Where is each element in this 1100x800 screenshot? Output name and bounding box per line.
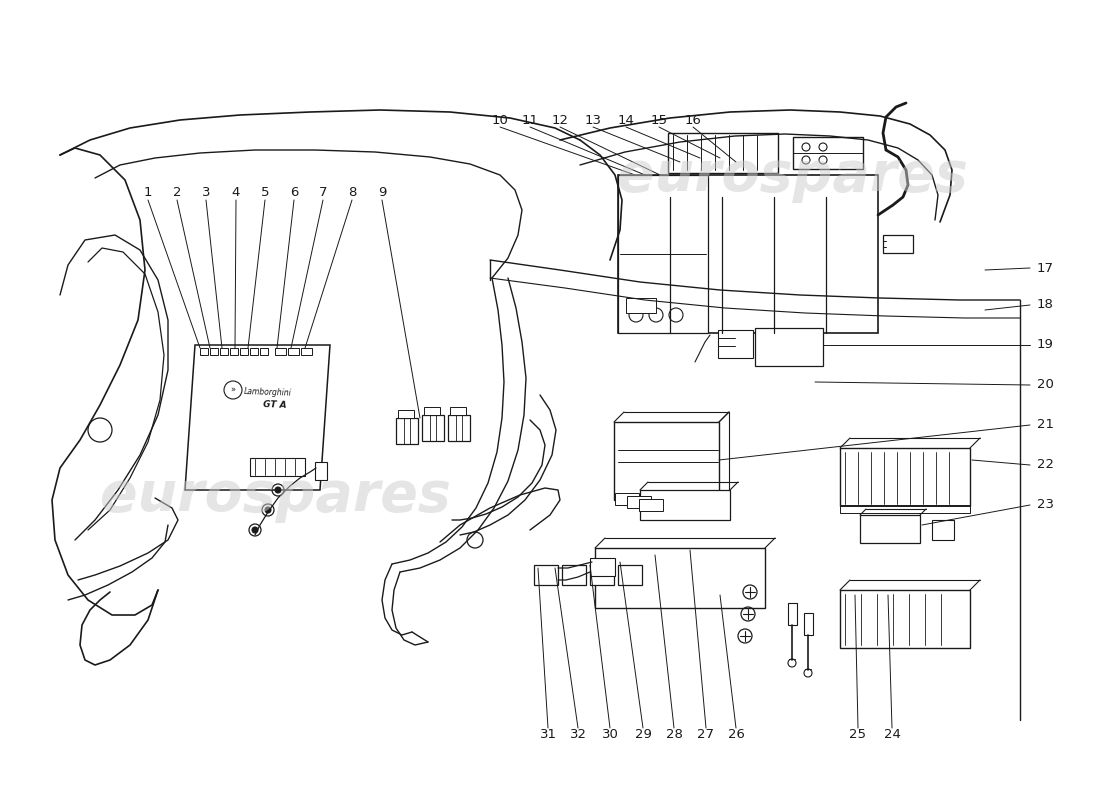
Bar	[618, 565, 642, 585]
Text: »: »	[230, 386, 235, 394]
Bar	[668, 133, 778, 173]
Circle shape	[252, 527, 258, 533]
Bar	[626, 298, 656, 313]
Text: 11: 11	[521, 114, 539, 126]
Text: 32: 32	[570, 729, 586, 742]
Text: 10: 10	[492, 114, 508, 126]
Bar	[590, 565, 614, 585]
Bar	[840, 505, 970, 513]
Bar	[275, 348, 286, 355]
Text: 5: 5	[261, 186, 270, 199]
Text: 8: 8	[348, 186, 356, 199]
Text: 12: 12	[551, 114, 569, 126]
Text: 29: 29	[635, 729, 651, 742]
Text: 20: 20	[1036, 378, 1054, 391]
Bar	[615, 493, 639, 505]
Bar	[590, 558, 615, 576]
Bar	[260, 348, 268, 355]
Bar	[793, 137, 864, 169]
Bar	[595, 548, 764, 608]
Bar	[755, 328, 823, 366]
Text: GT A: GT A	[263, 400, 287, 410]
Polygon shape	[185, 345, 330, 490]
Text: 25: 25	[849, 729, 867, 742]
Bar	[618, 175, 708, 333]
Text: 30: 30	[602, 729, 618, 742]
Bar	[288, 348, 299, 355]
Bar	[614, 422, 719, 500]
Text: 31: 31	[539, 729, 557, 742]
Bar	[883, 235, 913, 253]
Bar	[840, 448, 970, 506]
Bar	[396, 418, 418, 444]
Bar	[230, 348, 238, 355]
Bar	[627, 496, 651, 508]
Bar	[840, 590, 970, 648]
Text: 26: 26	[727, 729, 745, 742]
Text: 14: 14	[617, 114, 635, 126]
Bar	[240, 348, 248, 355]
Text: 1: 1	[144, 186, 152, 199]
Bar	[210, 348, 218, 355]
Text: 7: 7	[319, 186, 328, 199]
Text: 21: 21	[1036, 418, 1054, 431]
Bar	[250, 348, 258, 355]
Bar	[639, 499, 663, 511]
Bar	[804, 613, 813, 635]
Bar	[788, 603, 798, 625]
Text: eurospares: eurospares	[617, 149, 967, 203]
Text: 18: 18	[1036, 298, 1054, 311]
Bar	[534, 565, 558, 585]
Bar	[220, 348, 228, 355]
Text: 2: 2	[173, 186, 182, 199]
Text: 6: 6	[289, 186, 298, 199]
Bar	[200, 348, 208, 355]
Text: 13: 13	[584, 114, 602, 126]
Text: 3: 3	[201, 186, 210, 199]
Bar	[250, 458, 305, 476]
Bar	[860, 515, 920, 543]
Bar	[640, 490, 730, 520]
Text: Lamborghini: Lamborghini	[244, 386, 292, 398]
Bar	[315, 462, 327, 480]
Circle shape	[804, 669, 812, 677]
Bar	[718, 330, 754, 358]
Bar	[398, 410, 414, 418]
Bar	[562, 565, 586, 585]
Bar	[424, 407, 440, 415]
Text: 22: 22	[1036, 458, 1054, 471]
Bar	[301, 348, 312, 355]
Circle shape	[265, 507, 271, 513]
Text: 19: 19	[1036, 338, 1054, 351]
Text: 9: 9	[377, 186, 386, 199]
Bar	[618, 175, 878, 333]
Circle shape	[788, 659, 796, 667]
Bar	[450, 407, 466, 415]
Bar	[448, 415, 470, 441]
Circle shape	[275, 487, 280, 493]
Text: 28: 28	[666, 729, 682, 742]
Text: 4: 4	[232, 186, 240, 199]
Text: 15: 15	[650, 114, 668, 126]
Text: 24: 24	[883, 729, 901, 742]
Text: 27: 27	[697, 729, 715, 742]
Text: 23: 23	[1036, 498, 1054, 511]
Text: eurospares: eurospares	[100, 469, 450, 523]
Text: 17: 17	[1036, 262, 1054, 274]
Text: 16: 16	[684, 114, 702, 126]
Bar	[422, 415, 444, 441]
Bar	[932, 520, 954, 540]
